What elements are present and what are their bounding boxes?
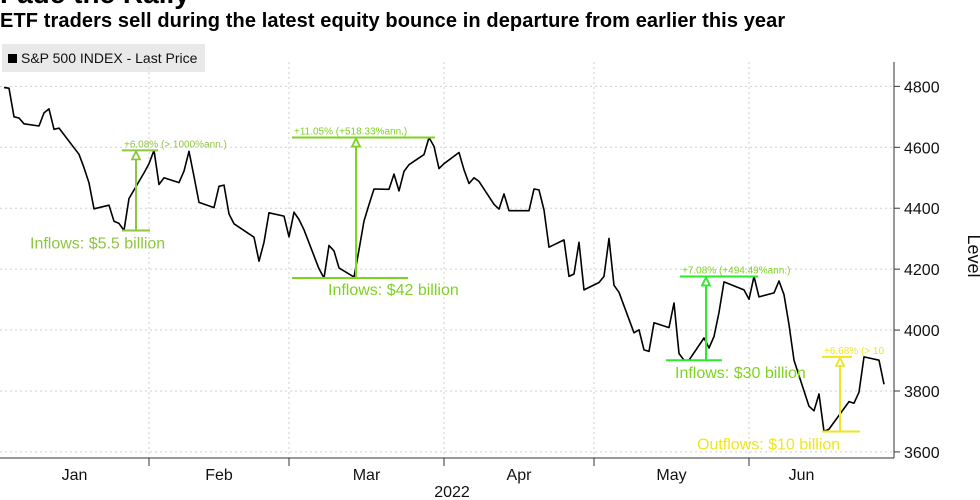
annotation-return-label: +6.08% (> 1000%ann.) [124,139,227,150]
annotation-arrow-head [834,355,846,367]
annotation-arrow-head [350,136,362,148]
annotation-flow-label: Inflows: $5.5 billion [30,235,165,252]
annotation-a1: +6.08% (> 1000%ann.) Inflows: $5.5 billio… [30,139,227,252]
x-tick-label: May [656,467,686,484]
chart-title: ETF traders sell during the latest equit… [0,10,786,32]
annotation-flow-label: Outflows: $10 billion [697,436,840,453]
y-tick-label: 4200 [904,262,940,279]
annotation-return-label: +6.68% (> 10 [824,346,884,357]
annotation-arrow-head [700,275,712,287]
gridlines [0,62,894,458]
headline: Fade the Rally [0,0,190,10]
y-tick-label: 4400 [904,201,940,218]
series-line-sp500 [3,86,885,433]
annotation-flow-label: Inflows: $42 billion [328,282,459,299]
x-tick-label: Jun [789,467,815,484]
annotation-arrow-head [130,149,142,161]
annotation-flow-label: Inflows: $30 billion [675,365,806,382]
legend: S&P 500 INDEX - Last Price [2,44,206,72]
y-tick-label: 4600 [904,140,940,157]
y-axis-title: Level [964,234,980,277]
annotation-a3: +7.08% (+494.49%ann.) Inflows: $30 billio… [666,265,806,382]
x-tick-label: Apr [507,467,533,484]
annotation-a4: +6.68% (> 10 Outflows: $10 billion [697,346,884,454]
legend-label: S&P 500 INDEX - Last Price [21,50,198,66]
annotation-return-label: +7.08% (+494.49%ann.) [682,265,790,276]
x-ticks: Jan Feb Mar Apr May Jun [62,458,815,484]
legend-swatch [8,53,17,63]
x-tick-label: Jan [62,467,88,484]
annotation-a2: +11.05% (+518.33%ann.) Inflows: $42 billi… [292,127,459,299]
y-tick-label: 4000 [904,323,940,340]
x-tick-label: Mar [353,467,381,484]
y-tick-label: 3800 [904,384,940,401]
y-ticks: 3600 3800 4000 4200 4400 4600 4800 [894,79,940,462]
annotation-return-label: +11.05% (+518.33%ann.) [294,127,407,138]
y-tick-label: 4800 [904,79,940,96]
y-tick-label: 3600 [904,445,940,462]
x-tick-label: Feb [205,467,233,484]
annotations: +6.08% (> 1000%ann.) Inflows: $5.5 billio… [30,127,884,454]
x-axis-title: 2022 [434,484,470,500]
